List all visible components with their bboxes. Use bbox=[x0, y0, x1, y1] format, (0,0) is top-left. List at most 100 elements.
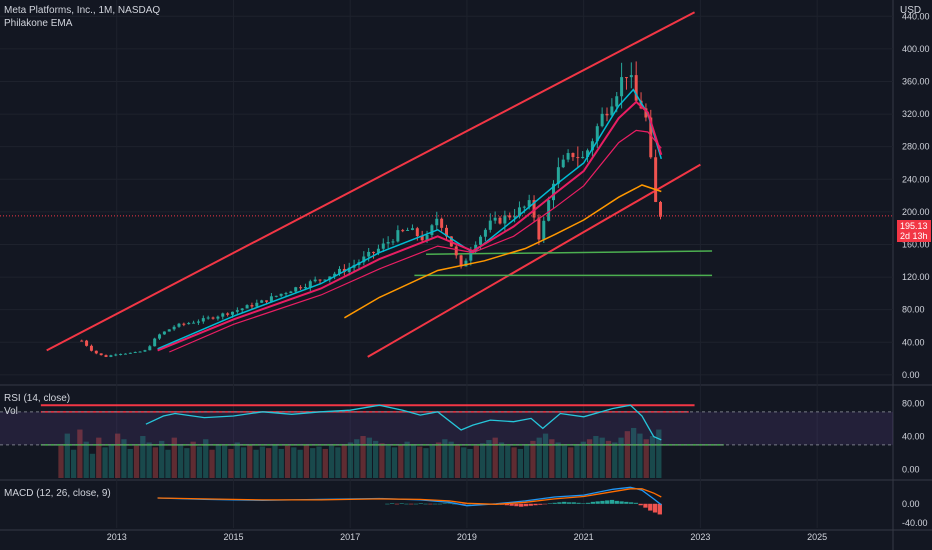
candle-body[interactable] bbox=[143, 350, 147, 352]
candle-body[interactable] bbox=[187, 323, 191, 325]
channel-trendline[interactable] bbox=[367, 163, 701, 358]
candle-body[interactable] bbox=[605, 113, 609, 116]
signal-line[interactable] bbox=[157, 488, 662, 505]
candle-body[interactable] bbox=[284, 293, 288, 295]
candle-body[interactable] bbox=[595, 126, 599, 142]
candle-body[interactable] bbox=[527, 200, 531, 207]
candle-body[interactable] bbox=[313, 279, 317, 282]
candle-body[interactable] bbox=[99, 353, 103, 356]
candle-body[interactable] bbox=[532, 200, 536, 218]
candle-body[interactable] bbox=[323, 279, 327, 281]
candle-body[interactable] bbox=[620, 77, 624, 97]
candle-body[interactable] bbox=[425, 235, 429, 241]
candle-body[interactable] bbox=[639, 100, 643, 109]
candle-body[interactable] bbox=[245, 305, 249, 309]
candle-body[interactable] bbox=[158, 334, 162, 339]
candle-body[interactable] bbox=[85, 340, 89, 346]
candle-body[interactable] bbox=[488, 220, 492, 230]
candle-body[interactable] bbox=[235, 310, 239, 312]
candle-body[interactable] bbox=[659, 201, 663, 217]
candle-body[interactable] bbox=[435, 218, 439, 226]
candle-body[interactable] bbox=[299, 287, 303, 289]
candle-body[interactable] bbox=[318, 279, 322, 281]
macd-label[interactable]: MACD (12, 26, close, 9) bbox=[4, 488, 111, 499]
candle-body[interactable] bbox=[94, 350, 98, 354]
candle-body[interactable] bbox=[221, 313, 225, 317]
candle-body[interactable] bbox=[148, 346, 152, 351]
rsi-label[interactable]: RSI (14, close) bbox=[4, 393, 71, 404]
candle-body[interactable] bbox=[561, 159, 565, 168]
candle-body[interactable] bbox=[372, 251, 376, 253]
candle-body[interactable] bbox=[513, 216, 517, 218]
candle-body[interactable] bbox=[454, 246, 458, 256]
candle-body[interactable] bbox=[571, 153, 575, 158]
candle-body[interactable] bbox=[196, 321, 200, 323]
candle-body[interactable] bbox=[542, 220, 546, 240]
candle-body[interactable] bbox=[206, 317, 210, 319]
candle-body[interactable] bbox=[552, 183, 556, 201]
candle-body[interactable] bbox=[610, 106, 614, 116]
candle-body[interactable] bbox=[517, 207, 521, 217]
candle-body[interactable] bbox=[201, 318, 205, 322]
candle-body[interactable] bbox=[279, 293, 283, 296]
macd-pane[interactable] bbox=[157, 486, 662, 515]
candle-body[interactable] bbox=[654, 157, 658, 202]
candle-body[interactable] bbox=[128, 352, 132, 354]
ema-line[interactable] bbox=[157, 88, 663, 350]
candle-body[interactable] bbox=[479, 236, 483, 245]
candle-body[interactable] bbox=[192, 322, 196, 324]
candle-body[interactable] bbox=[483, 229, 487, 237]
candle-body[interactable] bbox=[289, 291, 293, 294]
candle-body[interactable] bbox=[420, 236, 424, 241]
candle-body[interactable] bbox=[138, 351, 142, 353]
candle-body[interactable] bbox=[337, 268, 341, 274]
ema-line[interactable] bbox=[169, 129, 662, 353]
candle-body[interactable] bbox=[274, 295, 278, 297]
candle-body[interactable] bbox=[80, 340, 84, 342]
candle-body[interactable] bbox=[153, 338, 157, 347]
symbol-title[interactable]: Meta Platforms, Inc., 1M, NASDAQ bbox=[4, 5, 161, 16]
candle-body[interactable] bbox=[615, 96, 619, 107]
candle-body[interactable] bbox=[581, 156, 585, 159]
candle-body[interactable] bbox=[362, 256, 366, 263]
candle-body[interactable] bbox=[265, 300, 269, 302]
candle-body[interactable] bbox=[162, 331, 166, 335]
candle-body[interactable] bbox=[586, 150, 590, 157]
price-pane[interactable] bbox=[0, 11, 893, 358]
candle-body[interactable] bbox=[624, 77, 628, 79]
candle-body[interactable] bbox=[498, 217, 502, 224]
candle-body[interactable] bbox=[406, 229, 410, 231]
candle-body[interactable] bbox=[230, 311, 234, 315]
candle-body[interactable] bbox=[240, 308, 244, 311]
candle-body[interactable] bbox=[576, 157, 580, 159]
candle-body[interactable] bbox=[430, 225, 434, 236]
candle-body[interactable] bbox=[133, 351, 137, 353]
candle-body[interactable] bbox=[303, 287, 307, 289]
ema-line[interactable] bbox=[344, 184, 662, 319]
candle-body[interactable] bbox=[109, 355, 113, 357]
candle-body[interactable] bbox=[172, 326, 176, 330]
ema-line[interactable] bbox=[157, 100, 663, 352]
candle-body[interactable] bbox=[566, 153, 570, 160]
rsi-line[interactable] bbox=[145, 404, 662, 441]
candle-body[interactable] bbox=[391, 241, 395, 243]
candle-body[interactable] bbox=[464, 260, 468, 267]
rsi-pane[interactable] bbox=[0, 404, 893, 478]
candle-body[interactable] bbox=[114, 354, 118, 356]
vol-label[interactable]: Vol bbox=[4, 406, 18, 417]
candle-body[interactable] bbox=[269, 296, 273, 302]
candle-body[interactable] bbox=[445, 227, 448, 237]
candle-body[interactable] bbox=[376, 248, 380, 253]
channel-trendline[interactable] bbox=[46, 11, 696, 352]
candle-body[interactable] bbox=[123, 353, 127, 355]
candle-body[interactable] bbox=[503, 215, 507, 224]
candle-body[interactable] bbox=[493, 217, 497, 221]
candle-body[interactable] bbox=[522, 206, 526, 208]
candle-body[interactable] bbox=[167, 329, 171, 332]
candle-body[interactable] bbox=[308, 281, 312, 288]
candle-body[interactable] bbox=[216, 316, 220, 319]
candle-body[interactable] bbox=[600, 113, 604, 127]
candle-body[interactable] bbox=[644, 108, 648, 118]
candle-body[interactable] bbox=[347, 267, 351, 272]
candle-body[interactable] bbox=[177, 323, 181, 327]
